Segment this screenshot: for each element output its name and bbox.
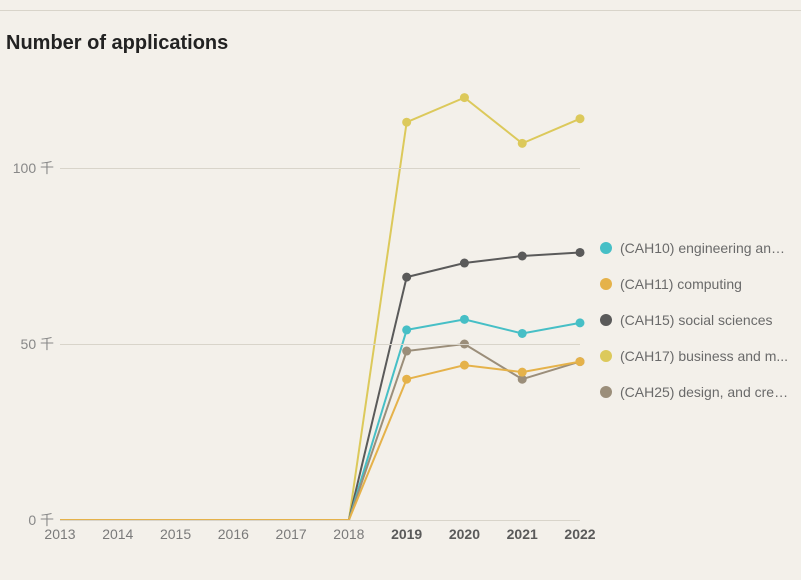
x-tick-label: 2013	[44, 520, 75, 542]
x-tick-label: 2019	[391, 520, 422, 542]
series-line-cah15	[60, 252, 580, 520]
chart-plot-area: 0 千50 千100 千2013201420152016201720182019…	[60, 80, 580, 520]
x-tick-label: 2017	[276, 520, 307, 542]
chart-svg	[60, 80, 580, 520]
legend: (CAH10) engineering and... (CAH11) comput…	[600, 240, 790, 400]
x-tick-label: 2021	[507, 520, 538, 542]
series-marker-cah17	[402, 118, 411, 127]
legend-label-cah15: (CAH15) social sciences	[620, 312, 773, 328]
series-marker-cah17	[460, 93, 469, 102]
y-tick-label: 100 千	[13, 158, 60, 178]
series-line-cah11	[60, 362, 580, 520]
series-marker-cah15	[402, 273, 411, 282]
x-tick-label: 2020	[449, 520, 480, 542]
series-marker-cah11	[576, 357, 585, 366]
legend-item-cah25: (CAH25) design, and crea...	[600, 384, 790, 400]
legend-swatch-cah10	[600, 242, 612, 254]
series-marker-cah10	[460, 315, 469, 324]
legend-item-cah17: (CAH17) business and m...	[600, 348, 790, 364]
series-marker-cah10	[518, 329, 527, 338]
series-marker-cah25	[402, 347, 411, 356]
gridline	[60, 520, 580, 521]
legend-label-cah25: (CAH25) design, and crea...	[620, 384, 790, 400]
series-marker-cah17	[576, 114, 585, 123]
x-tick-label: 2016	[218, 520, 249, 542]
series-marker-cah10	[576, 318, 585, 327]
legend-label-cah10: (CAH10) engineering and...	[620, 240, 790, 256]
series-line-cah17	[60, 98, 580, 520]
legend-item-cah10: (CAH10) engineering and...	[600, 240, 790, 256]
top-divider	[0, 10, 801, 11]
legend-swatch-cah25	[600, 386, 612, 398]
series-marker-cah15	[460, 259, 469, 268]
x-tick-label: 2022	[564, 520, 595, 542]
x-tick-label: 2014	[102, 520, 133, 542]
series-marker-cah15	[576, 248, 585, 257]
legend-label-cah17: (CAH17) business and m...	[620, 348, 788, 364]
series-line-cah10	[60, 319, 580, 520]
legend-swatch-cah15	[600, 314, 612, 326]
gridline	[60, 344, 580, 345]
series-marker-cah11	[518, 368, 527, 377]
y-tick-label: 50 千	[21, 334, 60, 354]
series-marker-cah11	[402, 375, 411, 384]
legend-swatch-cah17	[600, 350, 612, 362]
series-marker-cah11	[460, 361, 469, 370]
x-tick-label: 2018	[333, 520, 364, 542]
series-marker-cah15	[518, 252, 527, 261]
legend-label-cah11: (CAH11) computing	[620, 276, 742, 292]
x-tick-label: 2015	[160, 520, 191, 542]
gridline	[60, 168, 580, 169]
legend-swatch-cah11	[600, 278, 612, 290]
legend-item-cah15: (CAH15) social sciences	[600, 312, 790, 328]
chart-title: Number of applications	[6, 32, 228, 55]
series-marker-cah17	[518, 139, 527, 148]
legend-item-cah11: (CAH11) computing	[600, 276, 790, 292]
series-marker-cah10	[402, 325, 411, 334]
